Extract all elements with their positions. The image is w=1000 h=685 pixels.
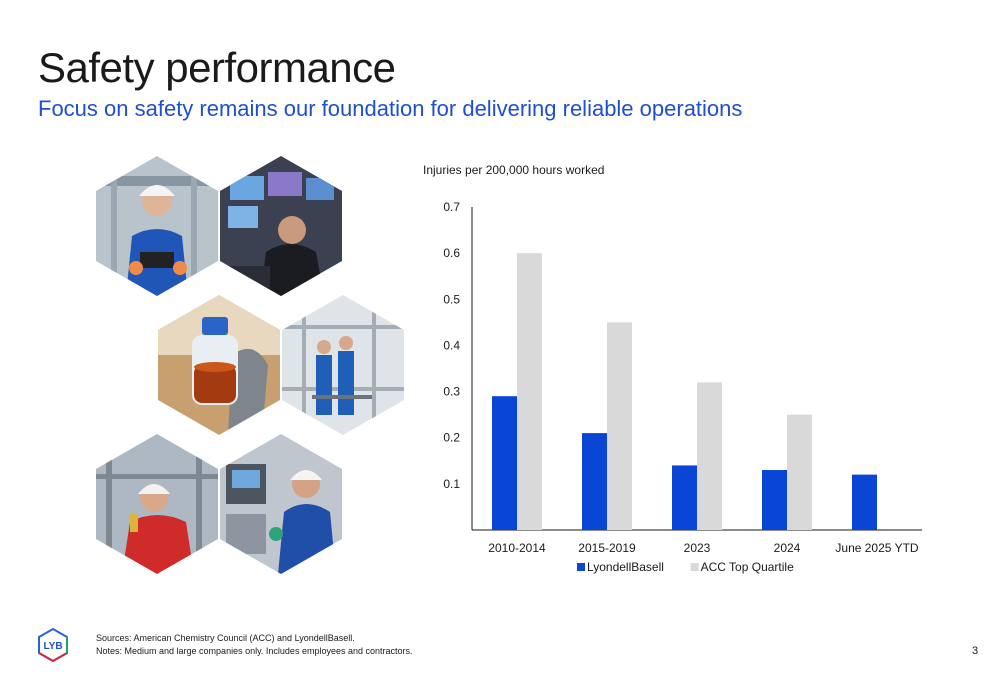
bar-lyondellbasell (852, 474, 877, 530)
photo-collage (92, 152, 404, 592)
x-tick-label: 2015-2019 (578, 541, 636, 555)
bar-lyondellbasell (492, 396, 517, 530)
technician-at-panel-icon (220, 434, 342, 574)
bar-lyondellbasell (762, 470, 787, 530)
legend-swatch (577, 563, 585, 571)
footer-notes: Sources: American Chemistry Council (ACC… (96, 632, 413, 658)
legend-swatch (690, 563, 699, 571)
logo-text: LYB (43, 641, 62, 652)
bar-chart-svg: 0.1 0.2 0.3 0.4 0.5 0.6 0.7 2010-2014 2015-2019 2… (443, 200, 922, 574)
worker-with-radio-icon (96, 434, 218, 574)
x-tick-label: 2024 (774, 541, 801, 555)
y-tick-label: 0.7 (443, 200, 460, 214)
bar-acc-top-quartile (787, 414, 812, 530)
notes-text: Notes: Medium and large companies only. … (96, 646, 413, 656)
control-room-operator-icon (220, 156, 342, 296)
bar-acc-top-quartile (607, 322, 632, 530)
sample-bottle-icon (158, 295, 280, 435)
bar-lyondellbasell (672, 465, 697, 530)
lyb-logo-icon: LYB (38, 627, 68, 663)
page-subtitle: Focus on safety remains our foundation f… (38, 96, 743, 121)
legend-label: LyondellBasell (587, 560, 664, 574)
y-axis-label: Injuries per 200,000 hours worked (423, 163, 605, 177)
x-tick-label: 2010-2014 (488, 541, 546, 555)
page-number: 3 (972, 645, 979, 657)
y-tick-label: 0.5 (443, 292, 460, 306)
y-tick-label: 0.6 (443, 246, 460, 260)
y-tick-label: 0.2 (443, 431, 460, 445)
page-title: Safety performance (38, 44, 396, 91)
workers-on-platform-icon (282, 295, 404, 435)
bar-acc-top-quartile (697, 382, 722, 530)
bar-lyondellbasell (582, 433, 607, 530)
y-tick-label: 0.3 (443, 385, 460, 399)
lyb-logo: LYB (36, 627, 70, 667)
x-tick-label: 2023 (684, 541, 711, 555)
x-tick-label: June 2025 YTD (835, 541, 919, 555)
y-tick-label: 0.4 (443, 338, 460, 352)
injury-rate-chart: Injuries per 200,000 hours worked 0.1 0.2… (420, 160, 940, 590)
legend-label: ACC Top Quartile (701, 560, 794, 574)
bar-acc-top-quartile (517, 253, 542, 530)
y-tick-label: 0.1 (443, 477, 460, 491)
worker-with-tablet-icon (96, 156, 218, 296)
sources-text: Sources: American Chemistry Council (ACC… (96, 633, 355, 643)
